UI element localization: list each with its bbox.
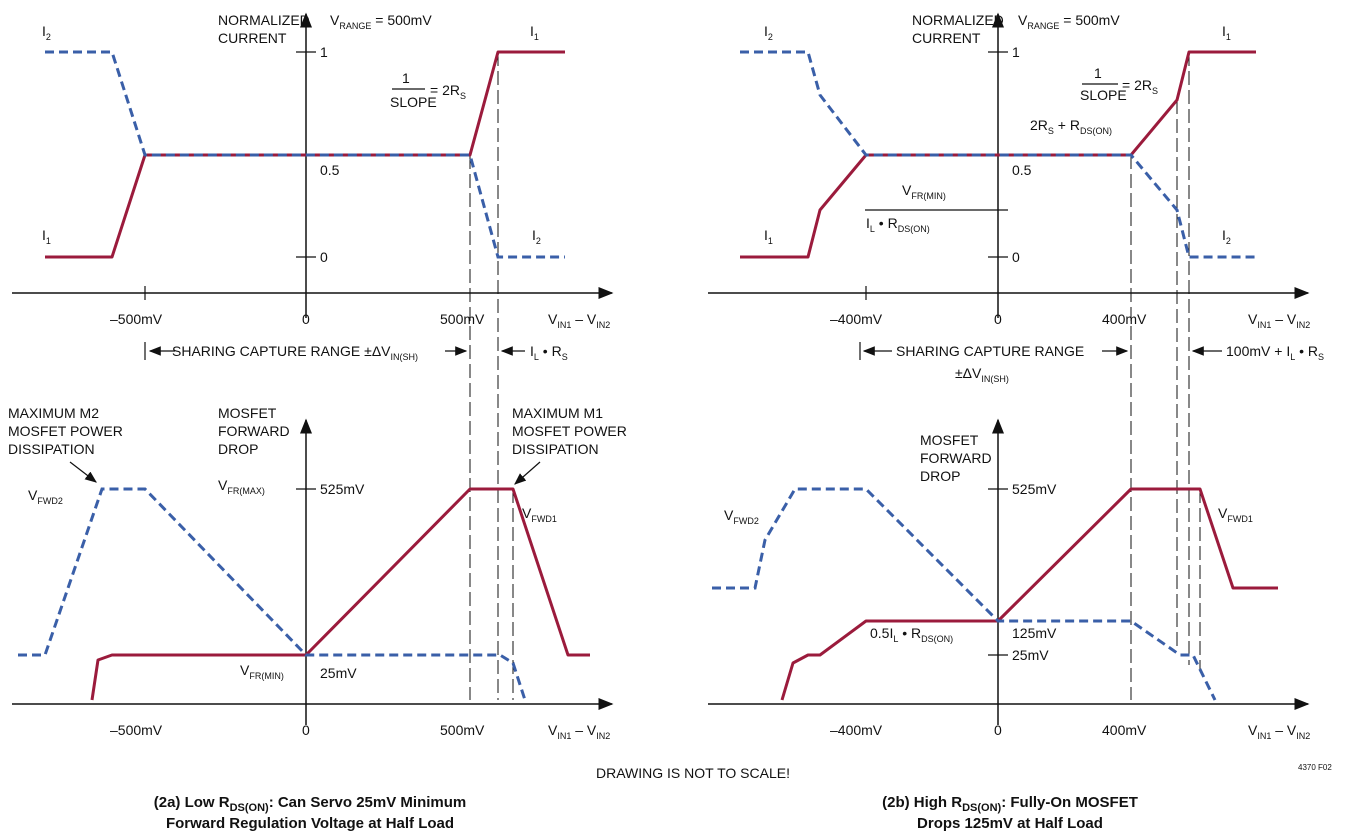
svg-text:I1: I1 <box>764 227 773 246</box>
svg-text:1: 1 <box>1094 65 1102 81</box>
i2-curve <box>45 50 565 259</box>
svg-text:100mV + IL • RS: 100mV + IL • RS <box>1226 343 1324 362</box>
svg-text:DROP: DROP <box>218 441 258 457</box>
svg-text:VFR(MIN): VFR(MIN) <box>240 662 284 681</box>
svg-text:400mV: 400mV <box>1102 722 1147 738</box>
vrange-label: VRANGE = 500mV <box>330 12 432 31</box>
vfwd1-curve <box>90 487 590 701</box>
svg-text:–400mV: –400mV <box>830 722 883 738</box>
i1-label-left: I1 <box>42 227 51 246</box>
panel-a-forward-drop-plot: MAXIMUM M2 MOSFET POWER DISSIPATION MAXI… <box>8 405 627 741</box>
svg-text:I2: I2 <box>764 23 773 42</box>
panel-b-vfwd2-curve <box>712 487 1217 701</box>
svg-text:SLOPE: SLOPE <box>1080 87 1127 103</box>
panel-b-i1-curve <box>740 50 1256 259</box>
x-tick-minus500: –500mV <box>110 311 163 327</box>
svg-text:MAXIMUM M2: MAXIMUM M2 <box>8 405 99 421</box>
svg-text:25mV: 25mV <box>320 665 357 681</box>
svg-text:VIN1 – VIN2: VIN1 – VIN2 <box>1248 722 1310 741</box>
svg-text:VIN1 – VIN2: VIN1 – VIN2 <box>1248 311 1310 330</box>
svg-text:0: 0 <box>302 722 310 738</box>
tick-label-0.5: 0.5 <box>320 162 340 178</box>
svg-text:25mV: 25mV <box>1012 647 1049 663</box>
svg-text:500mV: 500mV <box>440 722 485 738</box>
slope-label: 1 SLOPE = 2RS <box>390 70 466 110</box>
i2-label-right: I2 <box>532 227 541 246</box>
svg-text:VFWD2: VFWD2 <box>724 507 759 526</box>
svg-text:0.5: 0.5 <box>1012 162 1032 178</box>
caption-a-line2: Forward Regulation Voltage at Half Load <box>166 815 454 832</box>
svg-text:MOSFET POWER: MOSFET POWER <box>8 423 123 439</box>
tick-label-0: 0 <box>320 249 328 265</box>
svg-text:VFR(MAX): VFR(MAX) <box>218 477 265 496</box>
svg-text:VFWD1: VFWD1 <box>522 505 557 524</box>
svg-text:I1: I1 <box>1222 23 1231 42</box>
svg-text:FORWARD: FORWARD <box>920 450 992 466</box>
il-rs-label: IL • RS <box>530 343 568 362</box>
i1-label-right: I1 <box>530 23 539 42</box>
panel-b-i2-curve <box>740 50 1256 259</box>
svg-text:DISSIPATION: DISSIPATION <box>8 441 95 457</box>
figure-id: 4370 F02 <box>1298 763 1332 772</box>
rs-rdson-label: 2RS + RDS(ON) <box>1030 117 1112 136</box>
svg-text:0: 0 <box>994 722 1002 738</box>
tick-label-1: 1 <box>320 44 328 60</box>
current-axis-label-1: NORMALIZED <box>218 12 310 28</box>
svg-text:VIN1 – VIN2: VIN1 – VIN2 <box>548 722 610 741</box>
caption-b-line2: Drops 125mV at Half Load <box>917 815 1103 832</box>
panel-a-current-plot: NORMALIZED CURRENT VRANGE = 500mV 1 0.5 … <box>12 12 614 700</box>
vfwd2-curve <box>18 487 527 701</box>
svg-text:I2: I2 <box>1222 227 1231 246</box>
vfr-fraction-label: VFR(MIN) IL • RDS(ON) <box>865 182 988 234</box>
current-axis-label-2: CURRENT <box>218 30 287 46</box>
svg-text:VFR(MIN): VFR(MIN) <box>902 182 946 201</box>
svg-text:525mV: 525mV <box>1012 481 1057 497</box>
svg-text:SLOPE: SLOPE <box>390 94 437 110</box>
i2-label-left: I2 <box>42 23 51 42</box>
svg-text:VFWD2: VFWD2 <box>28 487 63 506</box>
panel-b-sharing-range: SHARING CAPTURE RANGE ±ΔVIN(SH) 100mV + … <box>859 342 1324 384</box>
svg-text:NORMALIZED: NORMALIZED <box>912 12 1004 28</box>
svg-text:= 2RS: = 2RS <box>430 82 466 101</box>
svg-text:±ΔVIN(SH): ±ΔVIN(SH) <box>955 365 1009 384</box>
svg-text:MOSFET: MOSFET <box>218 405 277 421</box>
panel-b-forward-drop-plot: MOSFET FORWARD DROP 525mV VFWD2 VFWD1 0.… <box>708 418 1310 741</box>
svg-text:0.5IL • RDS(ON): 0.5IL • RDS(ON) <box>870 625 953 644</box>
svg-text:= 2RS: = 2RS <box>1122 77 1158 96</box>
svg-text:SHARING CAPTURE RANGE: SHARING CAPTURE RANGE <box>896 343 1084 359</box>
x-axis-label: VIN1 – VIN2 <box>548 311 610 330</box>
svg-text:MOSFET POWER: MOSFET POWER <box>512 423 627 439</box>
svg-text:SHARING CAPTURE RANGE ±ΔVIN(SH: SHARING CAPTURE RANGE ±ΔVIN(SH) <box>172 343 418 362</box>
svg-text:–400mV: –400mV <box>830 311 883 327</box>
panel-b-slope-label: 1 SLOPE = 2RS <box>1080 65 1158 103</box>
svg-text:DROP: DROP <box>920 468 960 484</box>
not-to-scale-note: DRAWING IS NOT TO SCALE! <box>596 765 790 781</box>
panel-a-sharing-range: SHARING CAPTURE RANGE ±ΔVIN(SH) IL • RS <box>144 342 568 362</box>
panel-b-vfwd1-curve <box>780 487 1278 701</box>
svg-text:400mV: 400mV <box>1102 311 1147 327</box>
svg-text:525mV: 525mV <box>320 481 365 497</box>
svg-text:VRANGE = 500mV: VRANGE = 500mV <box>1018 12 1120 31</box>
svg-text:IL • RDS(ON): IL • RDS(ON) <box>866 215 930 234</box>
svg-text:VFWD1: VFWD1 <box>1218 505 1253 524</box>
svg-text:MAXIMUM M1: MAXIMUM M1 <box>512 405 603 421</box>
svg-text:FORWARD: FORWARD <box>218 423 290 439</box>
svg-text:1: 1 <box>1012 44 1020 60</box>
svg-text:–500mV: –500mV <box>110 722 163 738</box>
x-tick-0: 0 <box>302 311 310 327</box>
svg-text:125mV: 125mV <box>1012 625 1057 641</box>
svg-text:CURRENT: CURRENT <box>912 30 981 46</box>
svg-text:1: 1 <box>402 70 410 86</box>
svg-text:DISSIPATION: DISSIPATION <box>512 441 599 457</box>
caption-b-line1: (2b) High RDS(ON): Fully-On MOSFET <box>882 794 1138 814</box>
svg-text:MOSFET: MOSFET <box>920 432 979 448</box>
svg-text:0: 0 <box>994 311 1002 327</box>
panel-b-current-plot: NORMALIZED CURRENT VRANGE = 500mV 1 0.5 … <box>708 12 1310 700</box>
x-tick-500: 500mV <box>440 311 485 327</box>
caption-a-line1: (2a) Low RDS(ON): Can Servo 25mV Minimum <box>154 794 467 814</box>
svg-text:0: 0 <box>1012 249 1020 265</box>
